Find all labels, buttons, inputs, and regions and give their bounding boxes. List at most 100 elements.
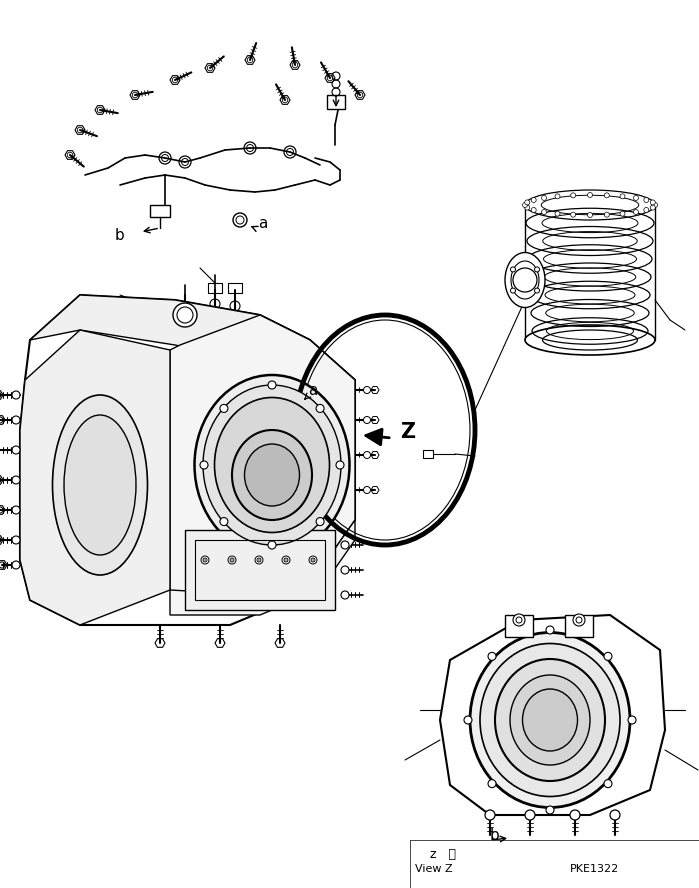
- Polygon shape: [20, 330, 170, 625]
- Ellipse shape: [510, 675, 590, 765]
- Circle shape: [268, 541, 276, 549]
- Ellipse shape: [522, 689, 577, 751]
- Circle shape: [531, 197, 536, 202]
- Circle shape: [12, 536, 20, 544]
- Circle shape: [576, 617, 582, 623]
- Text: b: b: [115, 228, 124, 243]
- Circle shape: [282, 556, 290, 564]
- Bar: [185, 530, 335, 610]
- Text: PKE1322: PKE1322: [570, 864, 619, 874]
- Circle shape: [464, 716, 472, 724]
- Circle shape: [268, 381, 276, 389]
- Polygon shape: [440, 615, 665, 815]
- Circle shape: [573, 614, 585, 626]
- Circle shape: [542, 210, 547, 215]
- Bar: [423, 450, 433, 458]
- Circle shape: [316, 404, 324, 412]
- Circle shape: [363, 386, 370, 393]
- Circle shape: [201, 556, 209, 564]
- Circle shape: [620, 194, 625, 199]
- Circle shape: [230, 558, 234, 562]
- Ellipse shape: [203, 385, 341, 545]
- Circle shape: [316, 518, 324, 526]
- Ellipse shape: [232, 430, 312, 520]
- Circle shape: [525, 205, 530, 210]
- Text: b: b: [490, 828, 500, 843]
- Circle shape: [513, 614, 525, 626]
- Ellipse shape: [194, 375, 350, 555]
- Circle shape: [513, 268, 537, 292]
- Circle shape: [620, 211, 625, 216]
- Circle shape: [284, 558, 288, 562]
- Circle shape: [650, 200, 655, 205]
- Circle shape: [644, 208, 649, 212]
- Circle shape: [220, 518, 228, 526]
- Circle shape: [488, 780, 496, 788]
- Circle shape: [587, 212, 593, 218]
- Circle shape: [510, 288, 515, 293]
- Polygon shape: [170, 315, 355, 600]
- Circle shape: [309, 556, 317, 564]
- Circle shape: [228, 556, 236, 564]
- Circle shape: [546, 806, 554, 814]
- Bar: [327, 95, 345, 109]
- Bar: [208, 283, 222, 293]
- Circle shape: [652, 202, 658, 208]
- Circle shape: [570, 212, 576, 218]
- Circle shape: [525, 200, 530, 205]
- Ellipse shape: [470, 632, 630, 807]
- Circle shape: [604, 653, 612, 661]
- Text: a: a: [258, 216, 268, 231]
- Bar: [228, 283, 242, 293]
- Circle shape: [546, 626, 554, 634]
- Circle shape: [605, 193, 610, 198]
- Bar: [505, 615, 533, 637]
- Circle shape: [628, 716, 636, 724]
- Circle shape: [633, 210, 638, 215]
- Ellipse shape: [215, 398, 329, 533]
- Circle shape: [336, 461, 344, 469]
- Circle shape: [220, 404, 228, 412]
- Polygon shape: [30, 295, 355, 380]
- Polygon shape: [170, 520, 355, 615]
- Ellipse shape: [525, 325, 655, 355]
- Circle shape: [200, 461, 208, 469]
- Text: a: a: [308, 383, 317, 398]
- Circle shape: [633, 195, 638, 201]
- Circle shape: [535, 267, 540, 272]
- Circle shape: [363, 416, 370, 424]
- Circle shape: [587, 193, 593, 197]
- Circle shape: [341, 566, 349, 574]
- Circle shape: [605, 212, 610, 218]
- Circle shape: [363, 451, 370, 458]
- Text: View Z: View Z: [415, 864, 453, 874]
- Circle shape: [525, 810, 535, 820]
- Circle shape: [363, 487, 370, 494]
- Circle shape: [570, 193, 576, 198]
- Circle shape: [535, 288, 540, 293]
- Circle shape: [531, 208, 536, 212]
- Circle shape: [12, 476, 20, 484]
- Circle shape: [570, 810, 580, 820]
- Bar: [150, 205, 170, 217]
- Circle shape: [12, 506, 20, 514]
- Circle shape: [542, 195, 547, 201]
- Bar: [195, 540, 325, 600]
- Circle shape: [341, 591, 349, 599]
- Circle shape: [610, 810, 620, 820]
- Circle shape: [522, 202, 528, 208]
- Circle shape: [510, 267, 515, 272]
- Ellipse shape: [505, 252, 545, 307]
- Ellipse shape: [480, 644, 620, 797]
- Ellipse shape: [64, 415, 136, 555]
- Circle shape: [488, 653, 496, 661]
- Text: z   視: z 視: [430, 848, 456, 861]
- Circle shape: [12, 391, 20, 399]
- Circle shape: [644, 197, 649, 202]
- Circle shape: [173, 303, 197, 327]
- Circle shape: [555, 194, 560, 199]
- Circle shape: [604, 780, 612, 788]
- Polygon shape: [20, 295, 355, 625]
- Circle shape: [203, 558, 207, 562]
- Bar: [565, 615, 593, 637]
